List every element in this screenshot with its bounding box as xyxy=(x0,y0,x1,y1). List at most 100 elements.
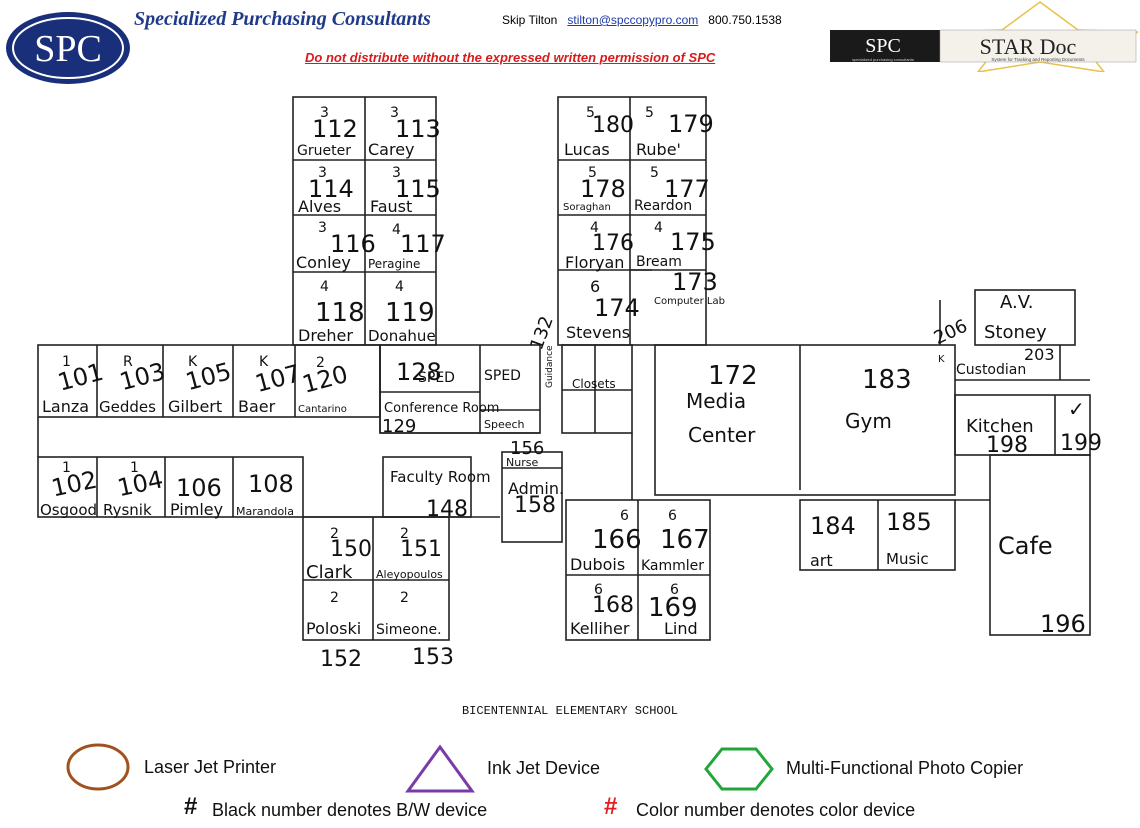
star-doc-logo: SPC STAR Doc specialized purchasing cons… xyxy=(830,1,1139,72)
room-floor: 6 xyxy=(670,582,679,598)
room-number: 106 xyxy=(176,474,222,502)
room-floor: 3 xyxy=(392,165,401,181)
room-floor: 2 xyxy=(400,526,409,542)
room-number: 118 xyxy=(315,298,365,328)
room-number: 174 xyxy=(594,294,640,322)
room-teacher: Peragine xyxy=(368,257,420,271)
floor-plan-walls xyxy=(37,96,1091,641)
room-teacher: Dreher xyxy=(298,326,353,345)
room-floor: K xyxy=(259,354,269,370)
room-number: 151 xyxy=(400,537,442,562)
gym-label: Gym xyxy=(845,409,892,433)
room-number: 177 xyxy=(664,175,710,203)
room-teacher: Pimley xyxy=(170,500,223,519)
room-number: 129 xyxy=(382,416,416,437)
room-floor: 5 xyxy=(645,105,654,121)
room-number: 114 xyxy=(308,175,354,203)
room-floor: 1 xyxy=(130,460,139,476)
room-floor: K xyxy=(188,354,198,370)
room-teacher: Kammler xyxy=(641,558,704,574)
room-number: 179 xyxy=(668,110,714,138)
contact-email-link[interactable]: stilton@spccopypro.com xyxy=(567,13,699,27)
legend-inkjet-label: Ink Jet Device xyxy=(487,758,601,778)
room-teacher: Osgood xyxy=(40,501,97,519)
computer-lab-label: Computer Lab xyxy=(654,296,725,307)
sped-label: SPED xyxy=(484,368,521,384)
room-number: 152 xyxy=(320,647,362,672)
star-logo-title: STAR Doc xyxy=(980,34,1077,59)
room-teacher: Geddes xyxy=(99,398,156,416)
floor-plan: 3 112 Grueter 3 113 Carey 3 114 Alves 3 … xyxy=(37,96,1102,672)
room-number: 196 xyxy=(1040,610,1086,638)
room-number: 148 xyxy=(426,497,468,522)
room-number: 156 xyxy=(510,438,544,459)
room-teacher: Aleyopoulos xyxy=(376,568,443,581)
nurse-label: Nurse xyxy=(506,456,538,469)
room-number: 206 xyxy=(931,316,971,350)
room-teacher: Reardon xyxy=(634,198,692,214)
room-teacher: Rube' xyxy=(636,140,681,159)
contact-info: Skip Tilton stilton@spccopypro.com 800.7… xyxy=(502,13,782,27)
room-teacher: Simeone. xyxy=(376,622,442,638)
room-teacher: Rysnik xyxy=(103,501,152,519)
room-floor: 4 xyxy=(320,279,329,295)
closets-label: Closets xyxy=(572,377,616,391)
room-teacher: Floryan xyxy=(565,253,624,272)
inkjet-triangle-icon xyxy=(405,744,475,793)
room-number: 150 xyxy=(330,537,372,562)
spc-logo: SPC xyxy=(6,12,130,84)
room-number: 153 xyxy=(412,645,454,670)
custodian-label: Custodian xyxy=(956,362,1026,378)
company-name: Specialized Purchasing Consultants xyxy=(134,8,431,30)
room-number: 185 xyxy=(886,508,932,536)
room-number: 173 xyxy=(672,268,718,296)
room-teacher: Cantarino xyxy=(298,404,347,415)
room-floor: 4 xyxy=(654,220,663,236)
kitchen-label: Kitchen xyxy=(966,416,1034,437)
room-number: 169 xyxy=(648,593,698,623)
room-floor: 6 xyxy=(590,277,600,296)
room-teacher: Clark xyxy=(306,562,353,583)
room-number: 176 xyxy=(592,231,634,256)
room-floor: R xyxy=(123,354,133,370)
area-labels: 128 SPED SPED Conference Room 129 Speech… xyxy=(382,268,1102,638)
room-number: 128 xyxy=(396,358,442,386)
music-label: Music xyxy=(886,550,929,568)
room-floor: 3 xyxy=(318,220,327,236)
admin-label: Admin. xyxy=(508,479,564,498)
room-teacher: Conley xyxy=(296,253,351,272)
distribution-warning: Do not distribute without the expressed … xyxy=(305,50,716,65)
speech-label: Speech xyxy=(484,418,525,431)
room-floor: 2 xyxy=(330,590,339,606)
legend-icons xyxy=(66,743,774,793)
room-labels: 3 112 Grueter 3 113 Carey 3 114 Alves 3 … xyxy=(40,105,716,672)
room-teacher: Stevens xyxy=(566,323,630,342)
legend-color-label: Color number denotes color device xyxy=(636,800,916,820)
room-teacher: Alves xyxy=(298,197,341,216)
room-floor: 5 xyxy=(586,105,595,121)
stoney-label: Stoney xyxy=(984,322,1047,343)
sped-label: SPED xyxy=(418,370,455,386)
av-label: A.V. xyxy=(1000,292,1033,313)
contact-phone: 800.750.1538 xyxy=(708,13,782,27)
cafe-label: Cafe xyxy=(998,532,1053,560)
room-number: 172 xyxy=(708,361,758,391)
room-number: 175 xyxy=(670,228,716,256)
room-number: 203 xyxy=(1024,345,1055,364)
room-floor: 1 xyxy=(62,460,71,476)
room-teacher: Lanza xyxy=(42,397,89,416)
room-number: 117 xyxy=(400,230,446,258)
media-label: Media xyxy=(686,389,746,413)
star-logo-sub-right: System for Tracking and Reporting Docume… xyxy=(991,57,1085,62)
hash-black-icon: # xyxy=(184,793,198,820)
room-teacher: Dubois xyxy=(570,555,625,574)
room-number: 115 xyxy=(395,175,441,203)
hash-red-icon: # xyxy=(604,793,618,820)
room-floor: 2 xyxy=(400,590,409,606)
room-number: 120 xyxy=(299,360,350,399)
room-teacher: Grueter xyxy=(297,143,351,159)
room-number: 168 xyxy=(592,593,634,618)
room-floor: 5 xyxy=(588,165,597,181)
room-number: 112 xyxy=(312,115,358,143)
legend-bw-label: Black number denotes B/W device xyxy=(212,800,488,820)
